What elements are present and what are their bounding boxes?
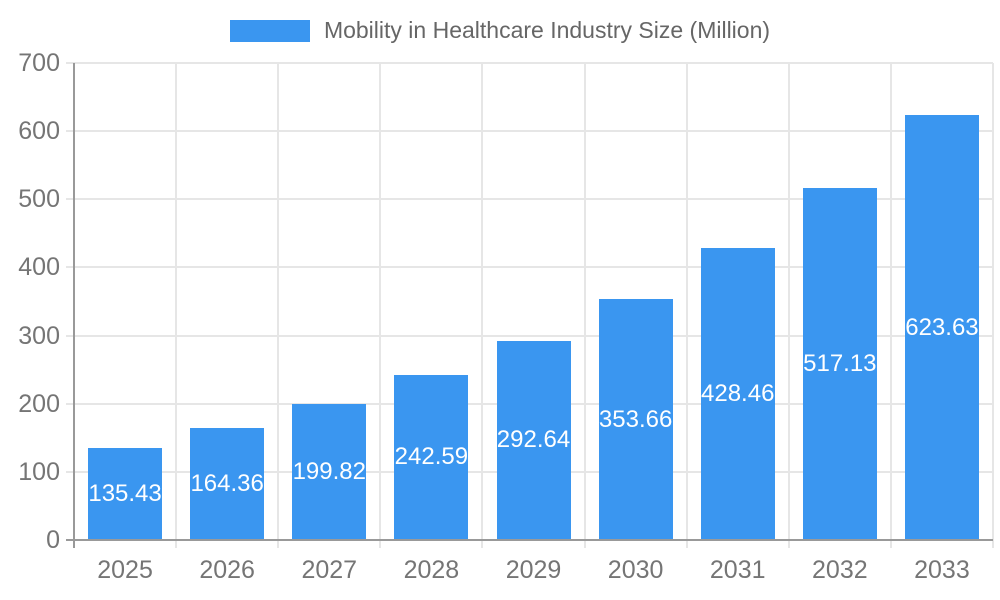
bar-2025[interactable] (88, 447, 163, 540)
legend-swatch (229, 19, 310, 42)
legend-item[interactable]: Mobility in Healthcare Industry Size (Mi… (0, 17, 1000, 44)
bar-value-label: 135.43 (88, 479, 162, 507)
y-tick-label: 700 (18, 49, 60, 77)
x-tick-label: 2031 (709, 556, 766, 584)
gridline-v (481, 63, 484, 548)
bar-value-label: 517.13 (803, 349, 877, 377)
x-tick-label: 2032 (812, 556, 868, 584)
gridline-h (66, 198, 993, 201)
gridline-v (379, 63, 382, 548)
bar-2033[interactable] (904, 115, 979, 540)
bar-value-label: 623.63 (905, 313, 979, 341)
x-tick-label: 2026 (199, 556, 255, 584)
y-tick-label: 400 (18, 253, 60, 282)
bar-2026[interactable] (190, 428, 265, 540)
y-tick-label: 500 (18, 185, 60, 214)
bar-2032[interactable] (802, 187, 877, 540)
x-tick-label: 2027 (301, 556, 358, 584)
bar-value-label: 428.46 (701, 380, 775, 408)
x-tick-label: 2030 (607, 556, 664, 584)
gridline-v (277, 63, 280, 548)
bar-2028[interactable] (394, 374, 469, 540)
gridline-h (66, 130, 993, 133)
gridline-h (66, 266, 993, 269)
bar-2030[interactable] (598, 299, 673, 540)
x-tick-label: 2033 (914, 556, 970, 584)
bar-value-label: 199.82 (292, 457, 366, 485)
x-tick-label: 2028 (403, 556, 460, 584)
bar-value-label: 353.66 (598, 405, 673, 433)
gridline-v (889, 63, 892, 548)
bar-2029[interactable] (496, 340, 571, 540)
gridline-v (583, 63, 586, 548)
y-axis-line (73, 63, 75, 548)
gridline-v (175, 63, 178, 548)
gridline-h (66, 334, 993, 337)
gridline-v (685, 63, 688, 548)
bar-value-label: 242.59 (394, 443, 469, 471)
gridline-v (992, 63, 994, 548)
y-tick-label: 300 (18, 321, 60, 350)
x-tick-label: 2025 (97, 556, 153, 584)
bar-2027[interactable] (292, 403, 367, 540)
bar-value-label: 164.36 (190, 470, 264, 497)
bar-value-label: 292.64 (496, 426, 571, 454)
y-tick-label: 600 (18, 117, 60, 146)
x-axis-line (66, 539, 993, 541)
legend-label: Mobility in Healthcare Industry Size (Mi… (323, 17, 771, 43)
y-tick-label: 0 (46, 526, 60, 554)
gridline-v (787, 63, 790, 548)
y-tick-label: 100 (18, 457, 60, 486)
y-tick-label: 200 (18, 389, 60, 418)
bar-2031[interactable] (700, 248, 775, 540)
gridline-h (66, 62, 993, 64)
x-tick-label: 2029 (505, 556, 562, 584)
